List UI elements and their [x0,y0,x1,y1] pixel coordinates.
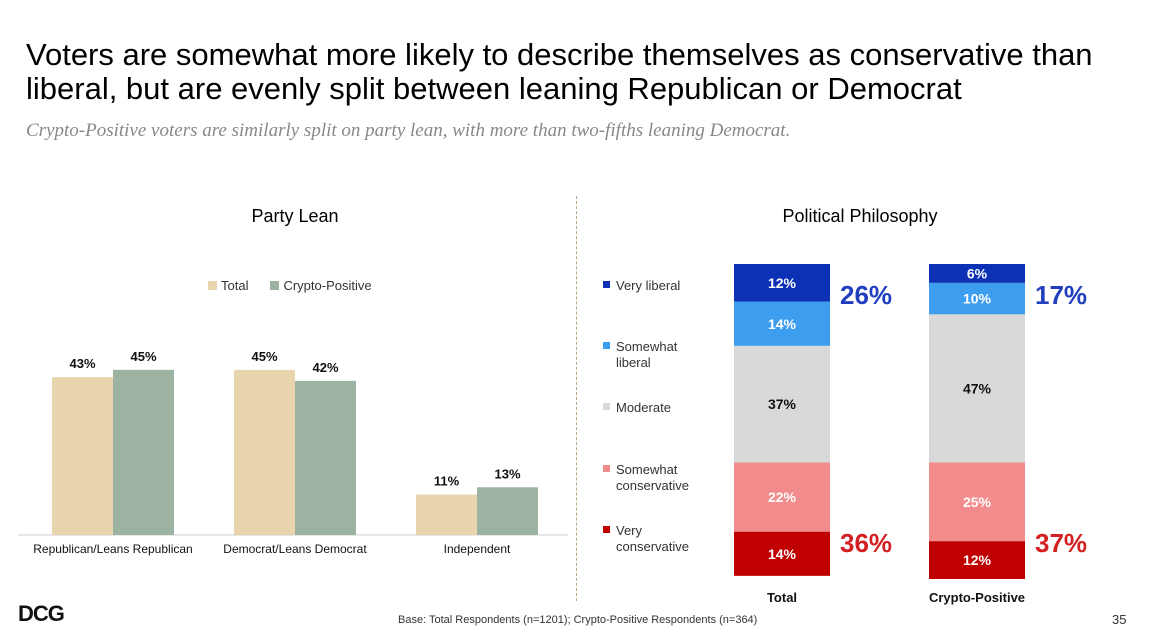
category-label-1: Democrat/Leans Democrat [223,542,367,556]
party-lean-chart: 43% 45% Republican/Leans Republican 45% 42% D… [18,349,568,556]
category-label-0: Republican/Leans Republican [33,542,192,556]
segment-label-very-conservative-0: 14% [768,546,797,562]
bar-label-crypto-0: 45% [130,349,156,364]
bar-total-1 [234,369,295,535]
segment-very-liberal-0 [734,264,830,302]
legend-label-very-conservative: Very [616,523,643,538]
political-philosophy-chart: Very liberalSomewhatliberalModerateSomew… [603,264,1087,605]
category-label-2: Independent [444,542,511,556]
dcg-logo-mark: DCG [18,601,65,626]
bar-label-total-1: 45% [251,349,277,364]
segment-very-liberal-1 [929,264,1025,283]
legend-label-somewhat-conservative: conservative [616,478,689,493]
segment-very-conservative-0 [734,531,830,576]
legend-label-very-conservative: conservative [616,539,689,554]
legend-total-swatch [208,281,217,290]
legend-label-moderate: Moderate [616,400,671,415]
legend-swatch-very-conservative [603,526,610,533]
party-lean-title: Party Lean [251,206,339,226]
legend-swatch-moderate [603,403,610,410]
segment-label-somewhat-conservative-0: 22% [768,489,797,505]
page-subtitle: Crypto-Positive voters are similarly spl… [26,120,791,141]
segment-somewhat-conservative-0 [734,462,830,532]
dcg-logo-text: DCG [18,601,64,626]
liberal-total-0: 26% [840,280,892,310]
bar-total-0 [52,377,113,535]
legend-swatch-very-liberal [603,281,610,288]
bar-crypto-1 [295,380,356,535]
segment-label-very-liberal-1: 6% [967,265,988,281]
segment-label-somewhat-liberal-0: 14% [768,316,797,332]
party-lean-legend: Total Crypto-Positive [208,278,372,293]
segment-somewhat-liberal-0 [734,301,830,346]
dcg-logo: DCG [18,600,68,631]
segment-label-very-conservative-1: 12% [963,552,992,568]
segment-moderate-1 [929,314,1025,463]
segment-label-very-liberal-0: 12% [768,275,797,291]
segment-somewhat-liberal-1 [929,282,1025,315]
bar-crypto-0 [113,369,174,535]
stack-category-label-1: Crypto-Positive [929,590,1025,605]
legend-crypto-label: Crypto-Positive [283,278,372,293]
bar-label-crypto-1: 42% [312,360,338,375]
bar-label-crypto-2: 13% [494,466,520,481]
liberal-total-1: 17% [1035,280,1087,310]
legend-label-somewhat-liberal: Somewhat [616,339,678,354]
legend-swatch-somewhat-conservative [603,465,610,472]
bar-label-total-2: 11% [434,474,460,489]
stack-category-label-0: Total [767,590,797,605]
legend-swatch-somewhat-liberal [603,342,610,349]
segment-label-moderate-1: 47% [963,380,992,396]
base-note: Base: Total Respondents (n=1201); Crypto… [398,614,758,626]
segment-label-moderate-0: 37% [768,396,797,412]
chart-divider [576,196,577,601]
bar-label-total-0: 43% [69,356,95,371]
legend-label-somewhat-liberal: liberal [616,355,651,370]
legend-crypto-swatch [270,281,280,290]
segment-label-somewhat-liberal-1: 10% [963,291,992,307]
bar-crypto-2 [477,487,538,535]
political-philosophy-title: Political Philosophy [782,206,938,226]
page-number: 35 [1112,612,1127,627]
legend-total-label: Total [221,278,249,293]
legend-label-somewhat-conservative: Somewhat [616,462,678,477]
segment-moderate-0 [734,345,830,463]
page-title: Voters are somewhat more likely to descr… [26,37,1093,106]
segment-label-somewhat-conservative-1: 25% [963,494,992,510]
conservative-total-0: 36% [840,528,892,558]
legend-label-very-liberal: Very liberal [616,278,680,293]
segment-very-conservative-1 [929,541,1025,579]
conservative-total-1: 37% [1035,528,1087,558]
bar-total-2 [416,494,477,535]
segment-somewhat-conservative-1 [929,462,1025,542]
